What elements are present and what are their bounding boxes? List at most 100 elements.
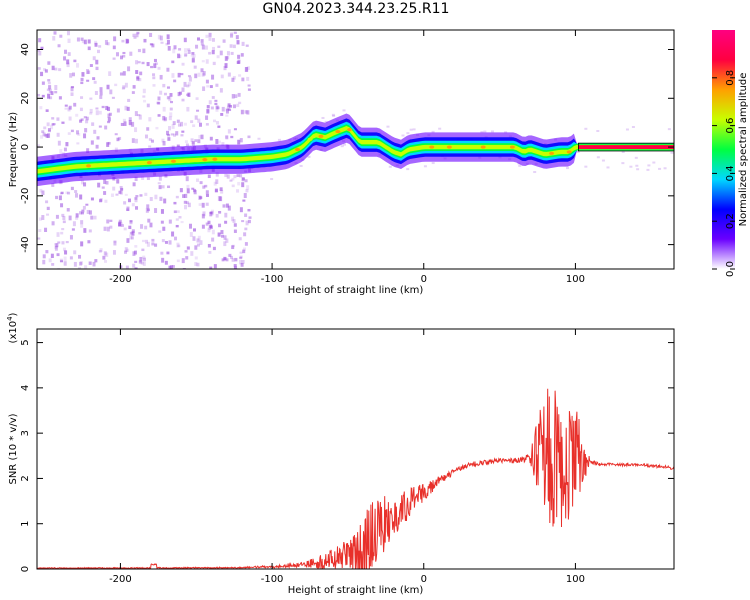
background-point [169,93,173,97]
background-point [53,31,57,35]
background-point [104,125,108,130]
background-point [118,136,122,140]
background-point [42,259,46,265]
background-point [227,105,231,110]
background-point [146,127,150,131]
ridge-band-4 [37,126,674,174]
background-point [116,179,120,184]
background-point [133,250,137,255]
background-point [187,92,191,97]
background-point [220,112,224,116]
background-point [50,253,54,258]
background-point [208,100,212,105]
background-point [80,37,84,41]
background-point [89,112,93,115]
background-point [237,92,241,97]
background-point [47,79,51,82]
background-point [247,208,251,212]
background-point [101,186,105,189]
background-point [158,230,162,233]
background-point [215,121,219,125]
background-point [79,194,83,200]
background-point [197,235,201,241]
background-point [124,105,128,111]
background-point [238,74,242,77]
background-point [159,74,163,80]
colorbar-label: Normalized spectral amplitude [738,73,749,227]
background-point [50,124,54,130]
background-point [225,135,229,140]
background-point [230,32,234,37]
background-point [78,254,82,259]
background-point [270,178,274,181]
background-point [240,53,244,57]
background-point [219,187,223,191]
background-point [211,237,215,242]
background-point [81,40,85,44]
background-point [48,258,52,263]
background-point [225,238,229,243]
background-point [98,249,102,253]
ridge-hotspot [294,147,300,152]
background-point [124,193,128,196]
background-point [47,81,51,85]
background-point [205,59,209,64]
background-point [52,123,56,126]
background-point [51,117,55,120]
background-point [202,185,206,189]
background-point [340,145,344,148]
background-point [116,108,120,113]
background-point [94,259,98,263]
background-point [45,133,49,138]
background-point [61,213,65,217]
background-point [239,256,243,259]
background-point [135,206,139,210]
background-point [242,249,246,254]
background-point [134,245,138,248]
background-point [177,72,181,78]
background-point [71,72,75,77]
background-point [663,167,667,170]
background-point [187,50,191,54]
background-point [245,67,249,72]
background-point [183,122,187,126]
background-point [142,95,146,98]
background-point [631,126,635,129]
background-point [158,176,162,181]
background-point [205,123,209,126]
background-point [79,107,83,112]
background-point [104,260,108,263]
background-point [60,231,64,235]
ridge-hotspot [384,146,390,150]
background-point [105,252,109,257]
background-point [92,77,96,81]
background-point [44,227,48,232]
background-point [90,140,94,145]
background-point [99,87,103,92]
background-point [148,145,152,148]
background-point [246,66,250,70]
background-point [152,76,156,80]
ridge-hotspot [281,153,287,157]
background-point [187,75,191,78]
background-point [182,194,186,198]
background-point [173,133,177,137]
ridge-hotspot [99,163,105,167]
background-point [124,82,128,88]
background-point [191,57,195,63]
background-point [636,168,640,171]
background-point [102,255,106,260]
background-point [141,176,145,180]
background-point [220,234,224,238]
background-point [225,258,229,262]
background-point [160,209,164,214]
background-point [103,226,107,231]
background-point [123,227,127,231]
background-point [210,209,214,214]
background-point [118,219,122,224]
background-point [44,69,48,73]
background-point [119,189,123,195]
background-point [331,113,335,116]
background-point [232,244,236,248]
background-point [438,127,442,130]
